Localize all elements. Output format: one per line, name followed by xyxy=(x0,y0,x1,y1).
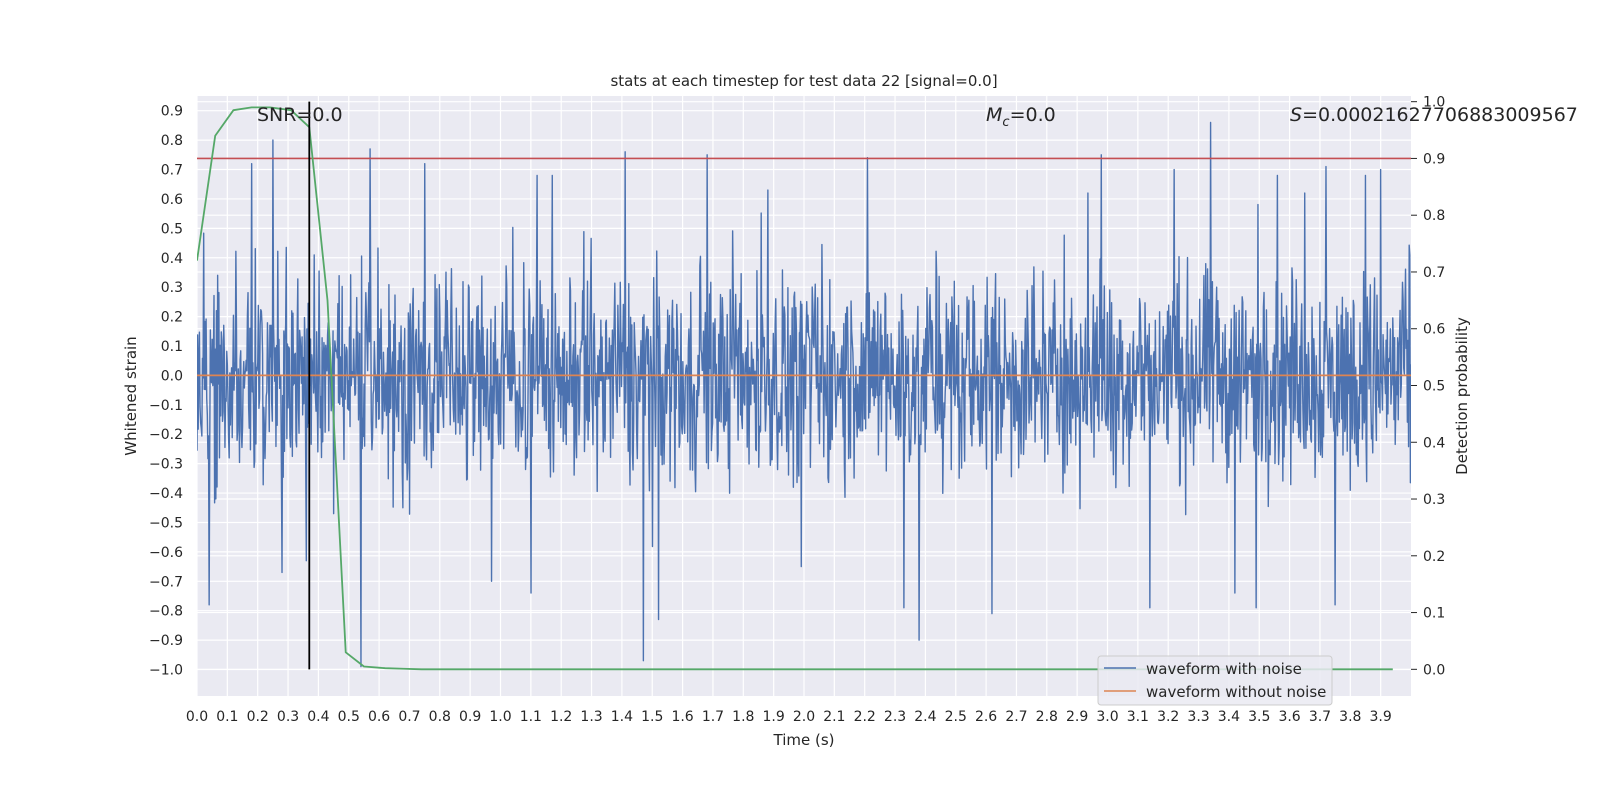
x-tick-label: 3.5 xyxy=(1248,709,1270,725)
mc-value: =0.0 xyxy=(1010,104,1056,126)
y-tick-label: 0.6 xyxy=(161,192,183,208)
x-tick-label: 0.8 xyxy=(429,709,451,725)
legend-box xyxy=(1097,655,1333,706)
x-tick-label: 2.8 xyxy=(1036,709,1058,725)
y-tick-label: 0.3 xyxy=(161,280,183,296)
y2-tick-label: 0.8 xyxy=(1423,208,1445,224)
x-tick-label: 2.0 xyxy=(793,709,815,725)
y-axis-label: Whitened strain xyxy=(122,336,140,455)
y2-tick-label: 0.7 xyxy=(1423,265,1445,281)
x-tick-label: 1.7 xyxy=(702,709,724,725)
y-tick-label: −0.4 xyxy=(149,486,183,502)
mc-annotation: Mc=0.0 xyxy=(986,104,1056,130)
x-tick-label: 3.8 xyxy=(1339,709,1361,725)
x-tick-label: 3.2 xyxy=(1157,709,1179,725)
y-tick-label: 0.8 xyxy=(161,133,183,149)
y2-tick-label: 0.0 xyxy=(1423,662,1445,678)
y-tick-label: −0.7 xyxy=(149,574,183,590)
x-tick-label: 0.4 xyxy=(307,709,329,725)
x-tick-label: 0.7 xyxy=(398,709,420,725)
tick-labels: 0.0 0.1 0.2 0.3 0.4 0.5 0.6 0.7 0.8 0.9 1.0 1.1 1.2 1… xyxy=(149,95,1445,725)
y-tick-label: 0.9 xyxy=(161,104,183,120)
x-tick-label: 2.2 xyxy=(854,709,876,725)
x-tick-label: 3.7 xyxy=(1309,709,1331,725)
x-tick-label: 2.5 xyxy=(945,709,967,725)
x-tick-label: 0.3 xyxy=(277,709,299,725)
y2-tick-label: 0.5 xyxy=(1423,378,1445,394)
x-tick-label: 0.2 xyxy=(247,709,269,725)
y2-tick-label: 0.1 xyxy=(1423,606,1445,622)
x-tick-label: 1.4 xyxy=(611,709,633,725)
s-annotation: S=0.00021627706883009567 xyxy=(1290,104,1578,126)
y2-axis-label: Detection probability xyxy=(1453,317,1471,475)
x-tick-label: 2.4 xyxy=(914,709,936,725)
x-tick-label: 2.3 xyxy=(884,709,906,725)
y2-tick-label: 0.2 xyxy=(1423,549,1445,565)
x-tick-label: 0.5 xyxy=(338,709,360,725)
x-tick-label: 1.1 xyxy=(520,709,542,725)
grid xyxy=(196,96,1411,696)
y-tick-label: 0.7 xyxy=(161,163,183,179)
x-tick-label: 1.5 xyxy=(641,709,663,725)
x-tick-label: 3.3 xyxy=(1187,709,1209,725)
x-tick-label: 0.6 xyxy=(368,709,390,725)
snr-annotation: SNR=0.0 xyxy=(257,104,343,126)
y-tick-label: 0.4 xyxy=(161,251,183,267)
y2-tick-label: 0.9 xyxy=(1423,151,1445,167)
s-symbol: S xyxy=(1290,104,1302,126)
x-tick-label: 1.8 xyxy=(732,709,754,725)
series-waveform-with-noise xyxy=(197,121,1411,668)
y-tick-label: −0.3 xyxy=(149,457,183,473)
series-detection-probability xyxy=(197,106,1393,671)
x-tick-label: 1.2 xyxy=(550,709,572,725)
y-tick-label: −0.1 xyxy=(149,398,183,414)
series-layer xyxy=(197,101,1411,671)
x-tick-label: 3.1 xyxy=(1127,709,1149,725)
y-tick-label: 0.5 xyxy=(161,221,183,237)
y-tick-label: −0.2 xyxy=(149,427,183,443)
legend-label-noise: waveform with noise xyxy=(1146,660,1302,678)
legend-label-clean: waveform without noise xyxy=(1146,683,1326,701)
x-axis-label: Time (s) xyxy=(773,731,835,749)
x-tick-label: 3.0 xyxy=(1096,709,1118,725)
y-tick-label: −1.0 xyxy=(149,663,183,679)
y-tick-label: 0.0 xyxy=(161,368,183,384)
x-tick-label: 1.3 xyxy=(580,709,602,725)
s-value: =0.00021627706883009567 xyxy=(1302,104,1578,126)
x-tick-label: 2.7 xyxy=(1005,709,1027,725)
x-tick-label: 3.9 xyxy=(1370,709,1392,725)
x-tick-label: 1.6 xyxy=(671,709,693,725)
y-tick-label: 0.2 xyxy=(161,310,183,326)
x-tick-label: 0.0 xyxy=(186,709,208,725)
y2-tick-label: 0.6 xyxy=(1423,322,1445,338)
y2-tick-label: 1.0 xyxy=(1423,95,1445,111)
x-tick-label: 2.1 xyxy=(823,709,845,725)
mc-subscript: c xyxy=(1002,115,1009,130)
x-tick-label: 3.4 xyxy=(1218,709,1240,725)
x-tick-label: 0.1 xyxy=(216,709,238,725)
chart-title: stats at each timestep for test data 22 … xyxy=(610,72,997,90)
y-tick-label: −0.8 xyxy=(149,604,183,620)
x-tick-label: 2.6 xyxy=(975,709,997,725)
x-tick-label: 0.9 xyxy=(459,709,481,725)
x-tick-label: 1.0 xyxy=(489,709,511,725)
mc-symbol: M xyxy=(986,104,1002,126)
x-tick-label: 3.6 xyxy=(1278,709,1300,725)
y2-tick-label: 0.3 xyxy=(1423,492,1445,508)
y-tick-label: −0.5 xyxy=(149,515,183,531)
legend: waveform with noise waveform without noi… xyxy=(1097,655,1333,706)
plot-clip xyxy=(197,101,1411,671)
y-tick-label: 0.1 xyxy=(161,339,183,355)
y-tick-label: −0.9 xyxy=(149,633,183,649)
x-tick-label: 2.9 xyxy=(1066,709,1088,725)
x-tick-label: 1.9 xyxy=(763,709,785,725)
y-tick-label: −0.6 xyxy=(149,545,183,561)
y2-tick-label: 0.4 xyxy=(1423,435,1445,451)
